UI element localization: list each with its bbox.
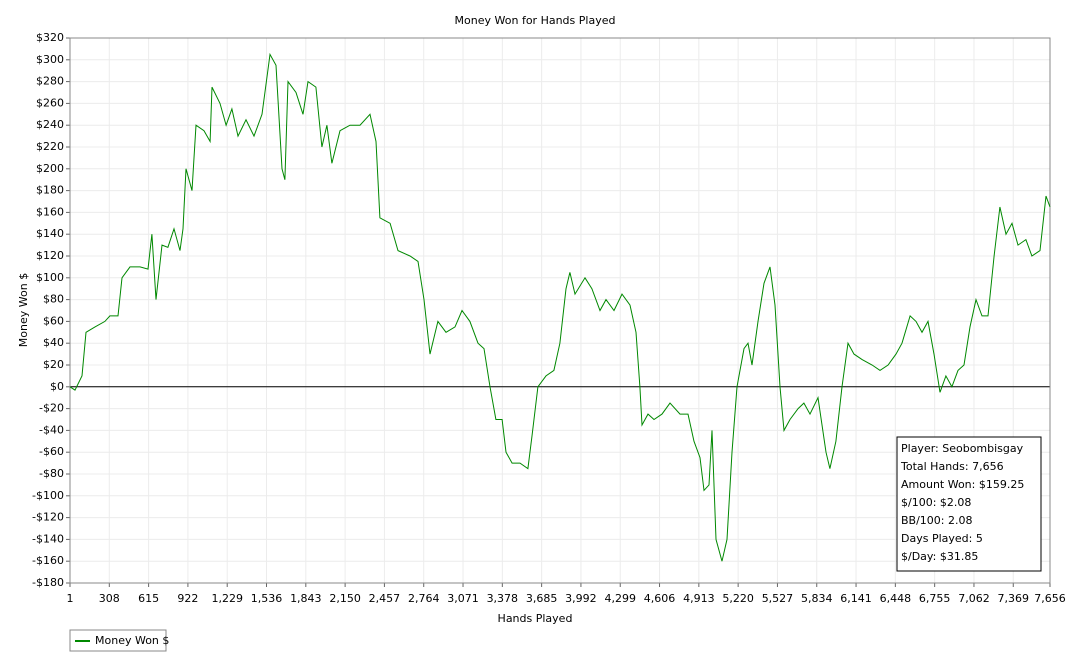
y-tick-label: $140 — [36, 227, 64, 240]
y-tick-label: $320 — [36, 31, 64, 44]
y-tick-label: $300 — [36, 53, 64, 66]
y-tick-label: $100 — [36, 271, 64, 284]
x-tick-label: 2,457 — [369, 592, 401, 605]
info-line: $/100: $2.08 — [901, 496, 971, 509]
x-tick-label: 6,141 — [840, 592, 872, 605]
plot-area — [69, 37, 1051, 584]
info-line: Days Played: 5 — [901, 532, 983, 545]
x-tick-label: 615 — [138, 592, 159, 605]
chart-title: Money Won for Hands Played — [455, 14, 616, 27]
info-line: BB/100: 2.08 — [901, 514, 973, 527]
y-tick-label: $20 — [43, 358, 64, 371]
legend-box — [69, 629, 167, 652]
legend-label: Money Won $ — [95, 634, 169, 647]
x-tick-label: 5,527 — [762, 592, 794, 605]
x-tick-label: 4,606 — [644, 592, 676, 605]
x-tick-label: 1,843 — [290, 592, 322, 605]
series-line — [69, 52, 1051, 562]
x-tick-label: 2,764 — [408, 592, 440, 605]
y-tick-label: $180 — [36, 184, 64, 197]
y-tick-label: $220 — [36, 140, 64, 153]
info-line: Player: Seobombisgay — [901, 442, 1024, 455]
x-tick-label: 922 — [177, 592, 198, 605]
y-tick-label: $240 — [36, 118, 64, 131]
y-tick-label: -$100 — [32, 489, 64, 502]
y-tick-label: $40 — [43, 336, 64, 349]
y-tick-label: $0 — [50, 380, 64, 393]
x-tick-label: 2,150 — [329, 592, 361, 605]
x-tick-label: 1,229 — [211, 592, 243, 605]
info-line: Amount Won: $159.25 — [901, 478, 1024, 491]
y-tick-label: -$160 — [32, 554, 64, 567]
x-tick-label: 3,992 — [565, 592, 597, 605]
y-tick-label: $160 — [36, 205, 64, 218]
y-tick-label: -$120 — [32, 511, 64, 524]
info-line: Total Hands: 7,656 — [900, 460, 1004, 473]
x-tick-label: 3,071 — [447, 592, 479, 605]
y-tick-label: $60 — [43, 314, 64, 327]
x-tick-label: 1 — [67, 592, 74, 605]
y-tick-label: -$140 — [32, 532, 64, 545]
y-tick-label: -$60 — [39, 445, 64, 458]
y-tick-label: -$20 — [39, 402, 64, 415]
y-tick-label: -$40 — [39, 423, 64, 436]
x-tick-label: 4,913 — [683, 592, 715, 605]
x-tick-label: 7,656 — [1034, 592, 1066, 605]
y-axis-label: Money Won $ — [17, 273, 30, 347]
x-tick-label: 7,369 — [998, 592, 1030, 605]
x-tick-label: 1,536 — [251, 592, 283, 605]
y-tick-label: -$180 — [32, 576, 64, 589]
x-tick-label: 3,685 — [526, 592, 558, 605]
x-tick-label: 6,448 — [880, 592, 912, 605]
y-tick-label: $200 — [36, 162, 64, 175]
y-tick-label: $260 — [36, 96, 64, 109]
x-tick-label: 3,378 — [487, 592, 519, 605]
y-tick-label: $120 — [36, 249, 64, 262]
plot-border — [69, 37, 1051, 584]
x-axis-label: Hands Played — [498, 612, 573, 625]
x-tick-label: 4,299 — [604, 592, 636, 605]
x-tick-label: 7,062 — [958, 592, 990, 605]
y-tick-label: $80 — [43, 293, 64, 306]
info-box — [896, 436, 1042, 572]
x-tick-label: 6,755 — [919, 592, 951, 605]
y-tick-label: -$80 — [39, 467, 64, 480]
info-line: $/Day: $31.85 — [901, 550, 978, 563]
x-tick-label: 308 — [99, 592, 120, 605]
x-tick-label: 5,834 — [801, 592, 833, 605]
x-tick-label: 5,220 — [722, 592, 754, 605]
y-tick-label: $280 — [36, 75, 64, 88]
